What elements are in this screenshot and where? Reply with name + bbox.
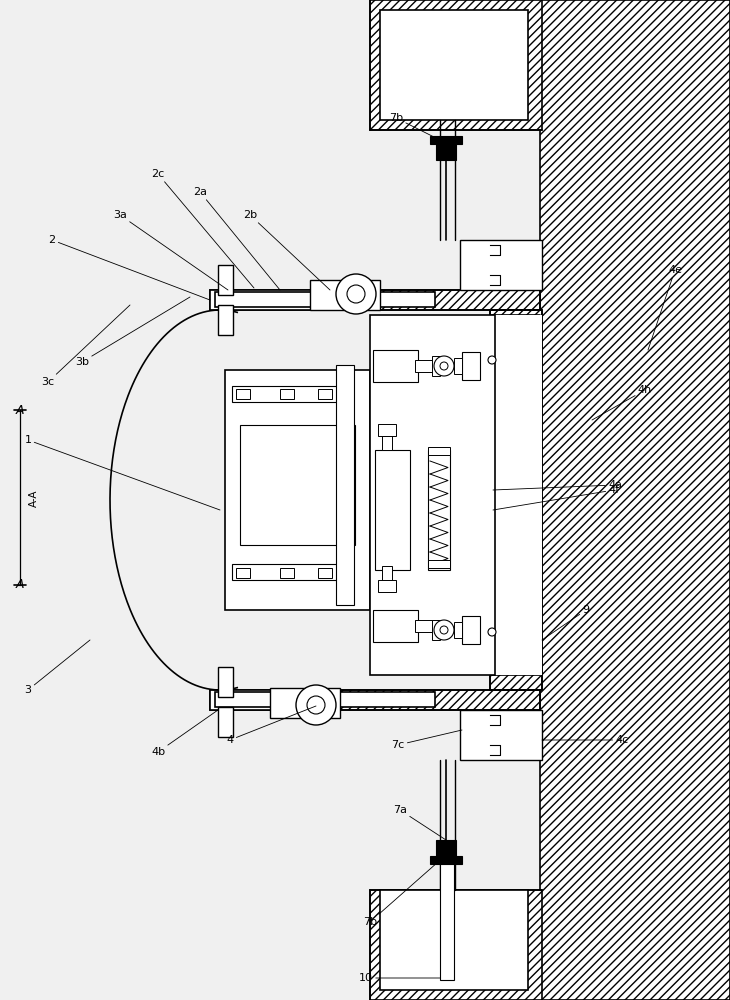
Text: 7a: 7a	[393, 805, 446, 840]
Bar	[428, 447, 450, 455]
Circle shape	[296, 685, 336, 725]
Bar	[378, 580, 396, 592]
Bar	[232, 564, 342, 580]
Text: 3c: 3c	[42, 305, 130, 387]
Text: 4: 4	[226, 706, 316, 745]
Bar	[380, 10, 528, 120]
Bar	[215, 692, 435, 707]
Bar	[428, 560, 450, 568]
Bar	[436, 840, 456, 860]
Bar	[430, 136, 462, 144]
Circle shape	[434, 356, 454, 376]
Bar	[373, 610, 418, 642]
Bar	[210, 690, 540, 710]
Bar	[440, 860, 454, 980]
Bar	[490, 310, 542, 690]
Bar	[378, 424, 396, 436]
Circle shape	[488, 356, 496, 364]
Bar	[210, 290, 310, 310]
Bar	[370, 890, 542, 1000]
Bar	[370, 0, 542, 130]
Circle shape	[347, 285, 365, 303]
Bar	[210, 690, 310, 710]
Bar	[210, 290, 540, 310]
Bar	[210, 690, 540, 710]
Text: 4h: 4h	[592, 385, 652, 420]
Bar	[236, 568, 250, 578]
Text: A-A: A-A	[29, 489, 39, 507]
Circle shape	[434, 620, 454, 640]
Circle shape	[307, 696, 325, 714]
Bar	[460, 710, 542, 760]
Text: 3a: 3a	[113, 210, 228, 290]
Bar	[218, 265, 233, 295]
Bar	[232, 386, 342, 402]
Bar	[218, 305, 233, 335]
Bar	[415, 620, 433, 632]
Bar	[280, 389, 294, 399]
Circle shape	[440, 626, 448, 634]
Text: 3: 3	[25, 640, 90, 695]
Bar	[240, 425, 355, 545]
Bar	[436, 140, 456, 160]
Circle shape	[336, 274, 376, 314]
Text: A: A	[16, 403, 24, 416]
Text: 2: 2	[48, 235, 210, 300]
Text: A: A	[16, 578, 24, 591]
Bar	[454, 622, 462, 638]
Bar	[375, 450, 410, 570]
Text: 10: 10	[359, 973, 440, 983]
Bar	[336, 365, 354, 605]
Text: 7b: 7b	[389, 113, 440, 140]
Bar	[373, 350, 418, 382]
Bar	[370, 315, 495, 675]
Circle shape	[440, 362, 448, 370]
Bar	[380, 890, 528, 990]
Bar	[218, 707, 233, 737]
Text: 4a: 4a	[493, 480, 622, 490]
Bar	[492, 315, 542, 675]
Bar	[215, 292, 435, 307]
Bar	[490, 310, 542, 690]
Bar	[430, 856, 462, 864]
Bar	[225, 370, 370, 610]
Bar	[236, 389, 250, 399]
Bar	[415, 360, 433, 372]
Text: 3b: 3b	[75, 297, 190, 367]
Bar	[460, 240, 542, 290]
Bar	[462, 616, 480, 644]
Bar	[432, 356, 440, 376]
Bar	[318, 568, 332, 578]
Bar	[462, 352, 480, 380]
Circle shape	[488, 628, 496, 636]
Bar	[540, 0, 730, 1000]
Text: 4b: 4b	[151, 710, 218, 757]
Bar	[382, 436, 392, 450]
Text: 4f: 4f	[493, 485, 620, 510]
Bar	[432, 620, 440, 640]
Text: 1: 1	[25, 435, 220, 510]
Text: 7b: 7b	[363, 862, 438, 927]
Bar	[218, 667, 233, 697]
Bar	[210, 290, 540, 310]
Bar	[270, 688, 340, 718]
Text: 4e: 4e	[648, 265, 682, 350]
Text: 2a: 2a	[193, 187, 280, 290]
Bar	[382, 566, 392, 580]
Bar	[310, 280, 380, 310]
Bar	[280, 568, 294, 578]
Bar	[318, 389, 332, 399]
Text: 7c: 7c	[391, 730, 462, 750]
Bar	[454, 358, 462, 374]
Text: 2c: 2c	[151, 169, 254, 288]
Text: 4c: 4c	[542, 735, 629, 745]
Text: 2b: 2b	[243, 210, 330, 290]
Text: 9: 9	[542, 605, 590, 640]
Bar	[428, 450, 450, 570]
